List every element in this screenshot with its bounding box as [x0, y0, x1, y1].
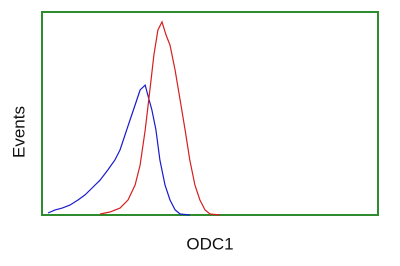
y-axis-label: Events [9, 106, 28, 158]
histogram-line [99, 20, 221, 216]
plot-frame [41, 11, 379, 216]
x-axis-label: ODC1 [186, 234, 233, 253]
histogram-line [47, 83, 190, 216]
